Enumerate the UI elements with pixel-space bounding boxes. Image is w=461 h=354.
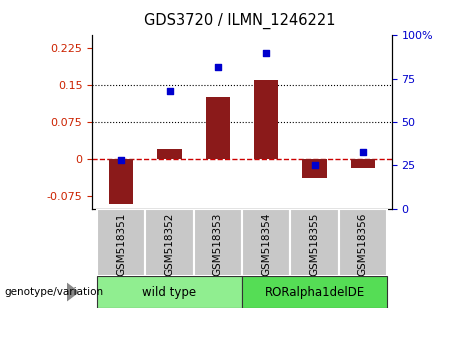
- Text: GSM518352: GSM518352: [165, 212, 175, 275]
- Bar: [158, 149, 182, 159]
- Bar: [254, 80, 278, 159]
- Text: wild type: wild type: [142, 286, 196, 298]
- Text: GSM518354: GSM518354: [261, 212, 271, 275]
- Bar: [206, 97, 230, 159]
- Text: GSM518355: GSM518355: [309, 212, 319, 275]
- Point: [118, 158, 125, 163]
- Text: GSM518351: GSM518351: [116, 212, 126, 275]
- Point: [311, 163, 318, 169]
- Bar: [97, 209, 145, 276]
- Point: [359, 149, 366, 154]
- Bar: [351, 159, 375, 168]
- Point: [262, 50, 270, 56]
- Text: GSM518356: GSM518356: [358, 212, 368, 275]
- Bar: [302, 159, 326, 178]
- Bar: [290, 209, 339, 276]
- Bar: [242, 276, 387, 308]
- Text: RORalpha1delDE: RORalpha1delDE: [265, 286, 365, 298]
- Bar: [339, 209, 387, 276]
- Text: GSM518353: GSM518353: [213, 212, 223, 275]
- Text: GDS3720 / ILMN_1246221: GDS3720 / ILMN_1246221: [144, 12, 336, 29]
- Bar: [97, 276, 242, 308]
- Text: genotype/variation: genotype/variation: [5, 287, 104, 297]
- Bar: [242, 209, 290, 276]
- Point: [166, 88, 173, 94]
- Polygon shape: [67, 283, 78, 301]
- Bar: [109, 159, 133, 204]
- Point: [214, 64, 222, 69]
- Bar: [145, 209, 194, 276]
- Bar: [194, 209, 242, 276]
